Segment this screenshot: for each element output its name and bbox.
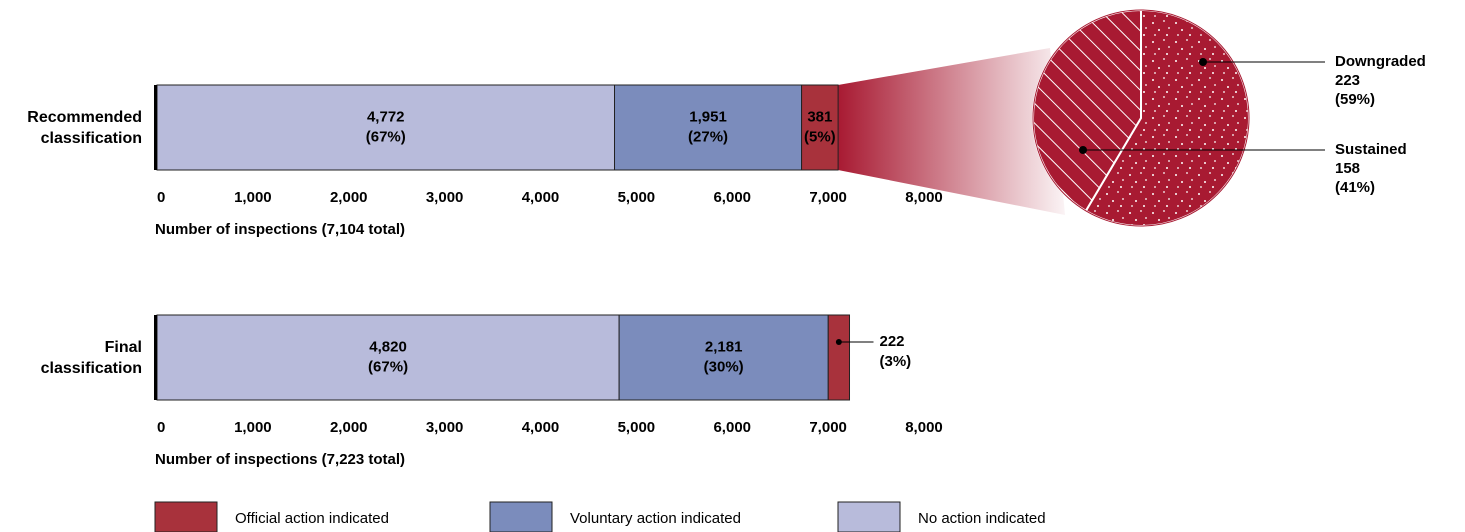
x-tick-label: 8,000 <box>905 189 943 206</box>
legend-swatch <box>489 501 553 532</box>
y-axis <box>154 85 157 170</box>
legend-label: No action indicated <box>918 510 1046 527</box>
pie-value-label: 158 <box>1335 160 1360 177</box>
percent-label: (67%) <box>368 358 408 375</box>
x-tick-label: 0 <box>157 419 165 436</box>
value-label: 4,772 <box>367 108 405 125</box>
bar-segment <box>614 84 803 171</box>
category-label: Final classification <box>40 338 142 377</box>
percent-label: (3%) <box>880 353 912 370</box>
percent-label: (67%) <box>366 128 406 145</box>
legend-label: Official action indicated <box>235 510 389 527</box>
x-tick-label: 5,000 <box>618 419 656 436</box>
x-tick-label: 6,000 <box>713 189 751 206</box>
pie-category-label: Downgraded <box>1335 53 1426 70</box>
bar-segment <box>156 84 616 171</box>
pie-category-label: Sustained <box>1335 141 1407 158</box>
percent-label: (30%) <box>704 358 744 375</box>
bar-segment <box>156 314 620 401</box>
legend-label: Voluntary action indicated <box>570 510 741 527</box>
legend-swatch <box>837 501 901 532</box>
value-label: 1,951 <box>689 108 727 125</box>
x-tick-label: 4,000 <box>522 419 560 436</box>
x-tick-label: 2,000 <box>330 419 368 436</box>
x-tick-label: 0 <box>157 189 165 206</box>
x-tick-label: 5,000 <box>618 189 656 206</box>
x-tick-label: 7,000 <box>809 189 847 206</box>
percent-label: (27%) <box>688 128 728 145</box>
x-tick-label: 1,000 <box>234 419 272 436</box>
pie-outline <box>1032 9 1250 227</box>
y-axis <box>154 315 157 400</box>
x-tick-label: 3,000 <box>426 419 464 436</box>
percent-label: (5%) <box>804 128 836 145</box>
legend-swatch <box>154 501 218 532</box>
bar-segment <box>801 84 839 171</box>
x-tick-label: 1,000 <box>234 189 272 206</box>
x-tick-label: 2,000 <box>330 189 368 206</box>
x-tick-label: 3,000 <box>426 189 464 206</box>
pie-percent-label: (59%) <box>1335 91 1375 108</box>
x-tick-label: 4,000 <box>522 189 560 206</box>
value-label: 222 <box>880 333 905 350</box>
value-label: 4,820 <box>369 338 407 355</box>
value-label: 381 <box>807 108 832 125</box>
pie-percent-label: (41%) <box>1335 179 1375 196</box>
bar-segment <box>827 314 851 401</box>
value-label: 2,181 <box>705 338 743 355</box>
x-tick-label: 6,000 <box>713 419 751 436</box>
x-tick-label: 7,000 <box>809 419 847 436</box>
bar-segment <box>618 314 829 401</box>
zoom-funnel <box>838 48 1065 215</box>
category-label: Recommended classification <box>27 108 142 147</box>
x-tick-label: 8,000 <box>905 419 943 436</box>
x-axis-label: Number of inspections (7,223 total) <box>155 451 405 468</box>
pie-value-label: 223 <box>1335 72 1360 89</box>
x-axis-label: Number of inspections (7,104 total) <box>155 221 405 238</box>
